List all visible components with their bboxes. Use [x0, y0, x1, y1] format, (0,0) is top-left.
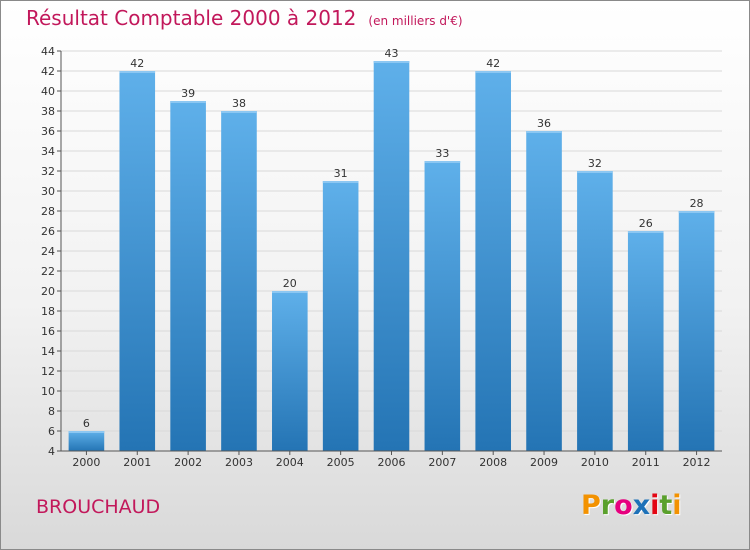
y-tick-label: 18 [41, 305, 55, 318]
logo-letter: r [600, 490, 615, 521]
x-tick-label-2005: 2005 [327, 456, 355, 469]
x-tick-label-2009: 2009 [530, 456, 558, 469]
y-tick-label: 10 [41, 385, 55, 398]
bar-2008 [475, 71, 511, 451]
bars [68, 61, 715, 451]
bar-highlight-2004 [272, 291, 308, 293]
bar-highlight-2011 [627, 231, 664, 233]
data-label-2005: 31 [334, 167, 348, 180]
y-tick-label: 26 [41, 225, 55, 238]
data-label-2007: 33 [435, 147, 449, 160]
chart-title-text: Résultat Comptable 2000 à 2012 [26, 6, 357, 30]
labels: 4 6 8 10 12 14 16 18 20 22 24 26 28 30 32 34 36 38 40 42 44 6… [41, 45, 711, 469]
x-tick-label-2003: 2003 [225, 456, 253, 469]
bar-2009 [526, 131, 562, 451]
data-label-2008: 42 [486, 57, 500, 70]
bar-2006 [373, 61, 410, 451]
data-label-2004: 20 [283, 277, 297, 290]
y-tick-label: 16 [41, 325, 55, 338]
logo-letter: t [659, 490, 673, 521]
bar-highlight-2008 [475, 71, 511, 73]
bar-2010 [577, 171, 613, 451]
x-tick-label-2008: 2008 [479, 456, 507, 469]
logo-letter: P [581, 490, 601, 521]
y-tick-label: 28 [41, 205, 55, 218]
proxiti-logo[interactable]: Proxiti [581, 490, 682, 521]
data-label-2000: 6 [83, 417, 90, 430]
logo-letter: x [632, 490, 651, 521]
bar-2003 [221, 111, 257, 451]
data-label-2011: 26 [639, 217, 653, 230]
chart-title: Résultat Comptable 2000 à 2012 (en millie… [26, 6, 463, 30]
y-tick-label: 24 [41, 245, 55, 258]
x-tick-label-2010: 2010 [581, 456, 609, 469]
x-tick-label-2012: 2012 [683, 456, 711, 469]
bar-highlight-2006 [373, 61, 410, 63]
y-tick-label: 32 [41, 165, 55, 178]
x-tick-label-2006: 2006 [378, 456, 406, 469]
bar-2012 [678, 211, 715, 451]
data-label-2009: 36 [537, 117, 551, 130]
logo-letter: o [614, 490, 633, 521]
data-label-2001: 42 [130, 57, 144, 70]
data-label-2012: 28 [690, 197, 704, 210]
commune-name: BROUCHAUD [36, 496, 161, 518]
bar-highlight-2000 [68, 431, 105, 433]
x-tick-label-2004: 2004 [276, 456, 304, 469]
y-tick-label: 36 [41, 125, 55, 138]
logo-letter: i [650, 490, 660, 521]
y-tick-label: 40 [41, 85, 55, 98]
bar-highlight-2010 [577, 171, 613, 173]
data-label-2002: 39 [181, 87, 195, 100]
y-tick-label: 22 [41, 265, 55, 278]
y-tick-label: 42 [41, 65, 55, 78]
x-tick-label-2007: 2007 [428, 456, 456, 469]
x-tick-label-2000: 2000 [72, 456, 100, 469]
y-tick-label: 34 [41, 145, 55, 158]
chart-unit-note: (en milliers d'€) [368, 14, 463, 28]
bar-2001 [119, 71, 156, 451]
bar-2004 [272, 291, 308, 451]
bar-highlight-2005 [322, 181, 359, 183]
y-tick-label: 30 [41, 185, 55, 198]
y-tick-label: 44 [41, 45, 55, 58]
y-tick-label: 20 [41, 285, 55, 298]
bar-2011 [627, 231, 664, 451]
bar-highlight-2007 [424, 161, 461, 163]
y-tick-label: 38 [41, 105, 55, 118]
data-label-2006: 43 [385, 47, 399, 60]
x-tick-label-2001: 2001 [123, 456, 151, 469]
x-tick-label-2002: 2002 [174, 456, 202, 469]
bar-highlight-2003 [221, 111, 257, 113]
bar-highlight-2012 [678, 211, 715, 213]
y-tick-label: 14 [41, 345, 55, 358]
axes [57, 50, 722, 455]
bar-2007 [424, 161, 461, 451]
x-tick-label-2011: 2011 [632, 456, 660, 469]
bar-2000 [68, 431, 105, 451]
bar-highlight-2002 [170, 101, 206, 103]
logo-letter: i [672, 490, 682, 521]
y-tick-label: 8 [48, 405, 55, 418]
data-label-2003: 38 [232, 97, 246, 110]
bar-highlight-2001 [119, 71, 156, 73]
bar-2005 [322, 181, 359, 451]
y-tick-label: 6 [48, 425, 55, 438]
data-label-2010: 32 [588, 157, 602, 170]
bar-2002 [170, 101, 206, 451]
y-tick-label: 4 [48, 445, 55, 458]
bar-highlight-2009 [526, 131, 562, 133]
y-tick-label: 12 [41, 365, 55, 378]
